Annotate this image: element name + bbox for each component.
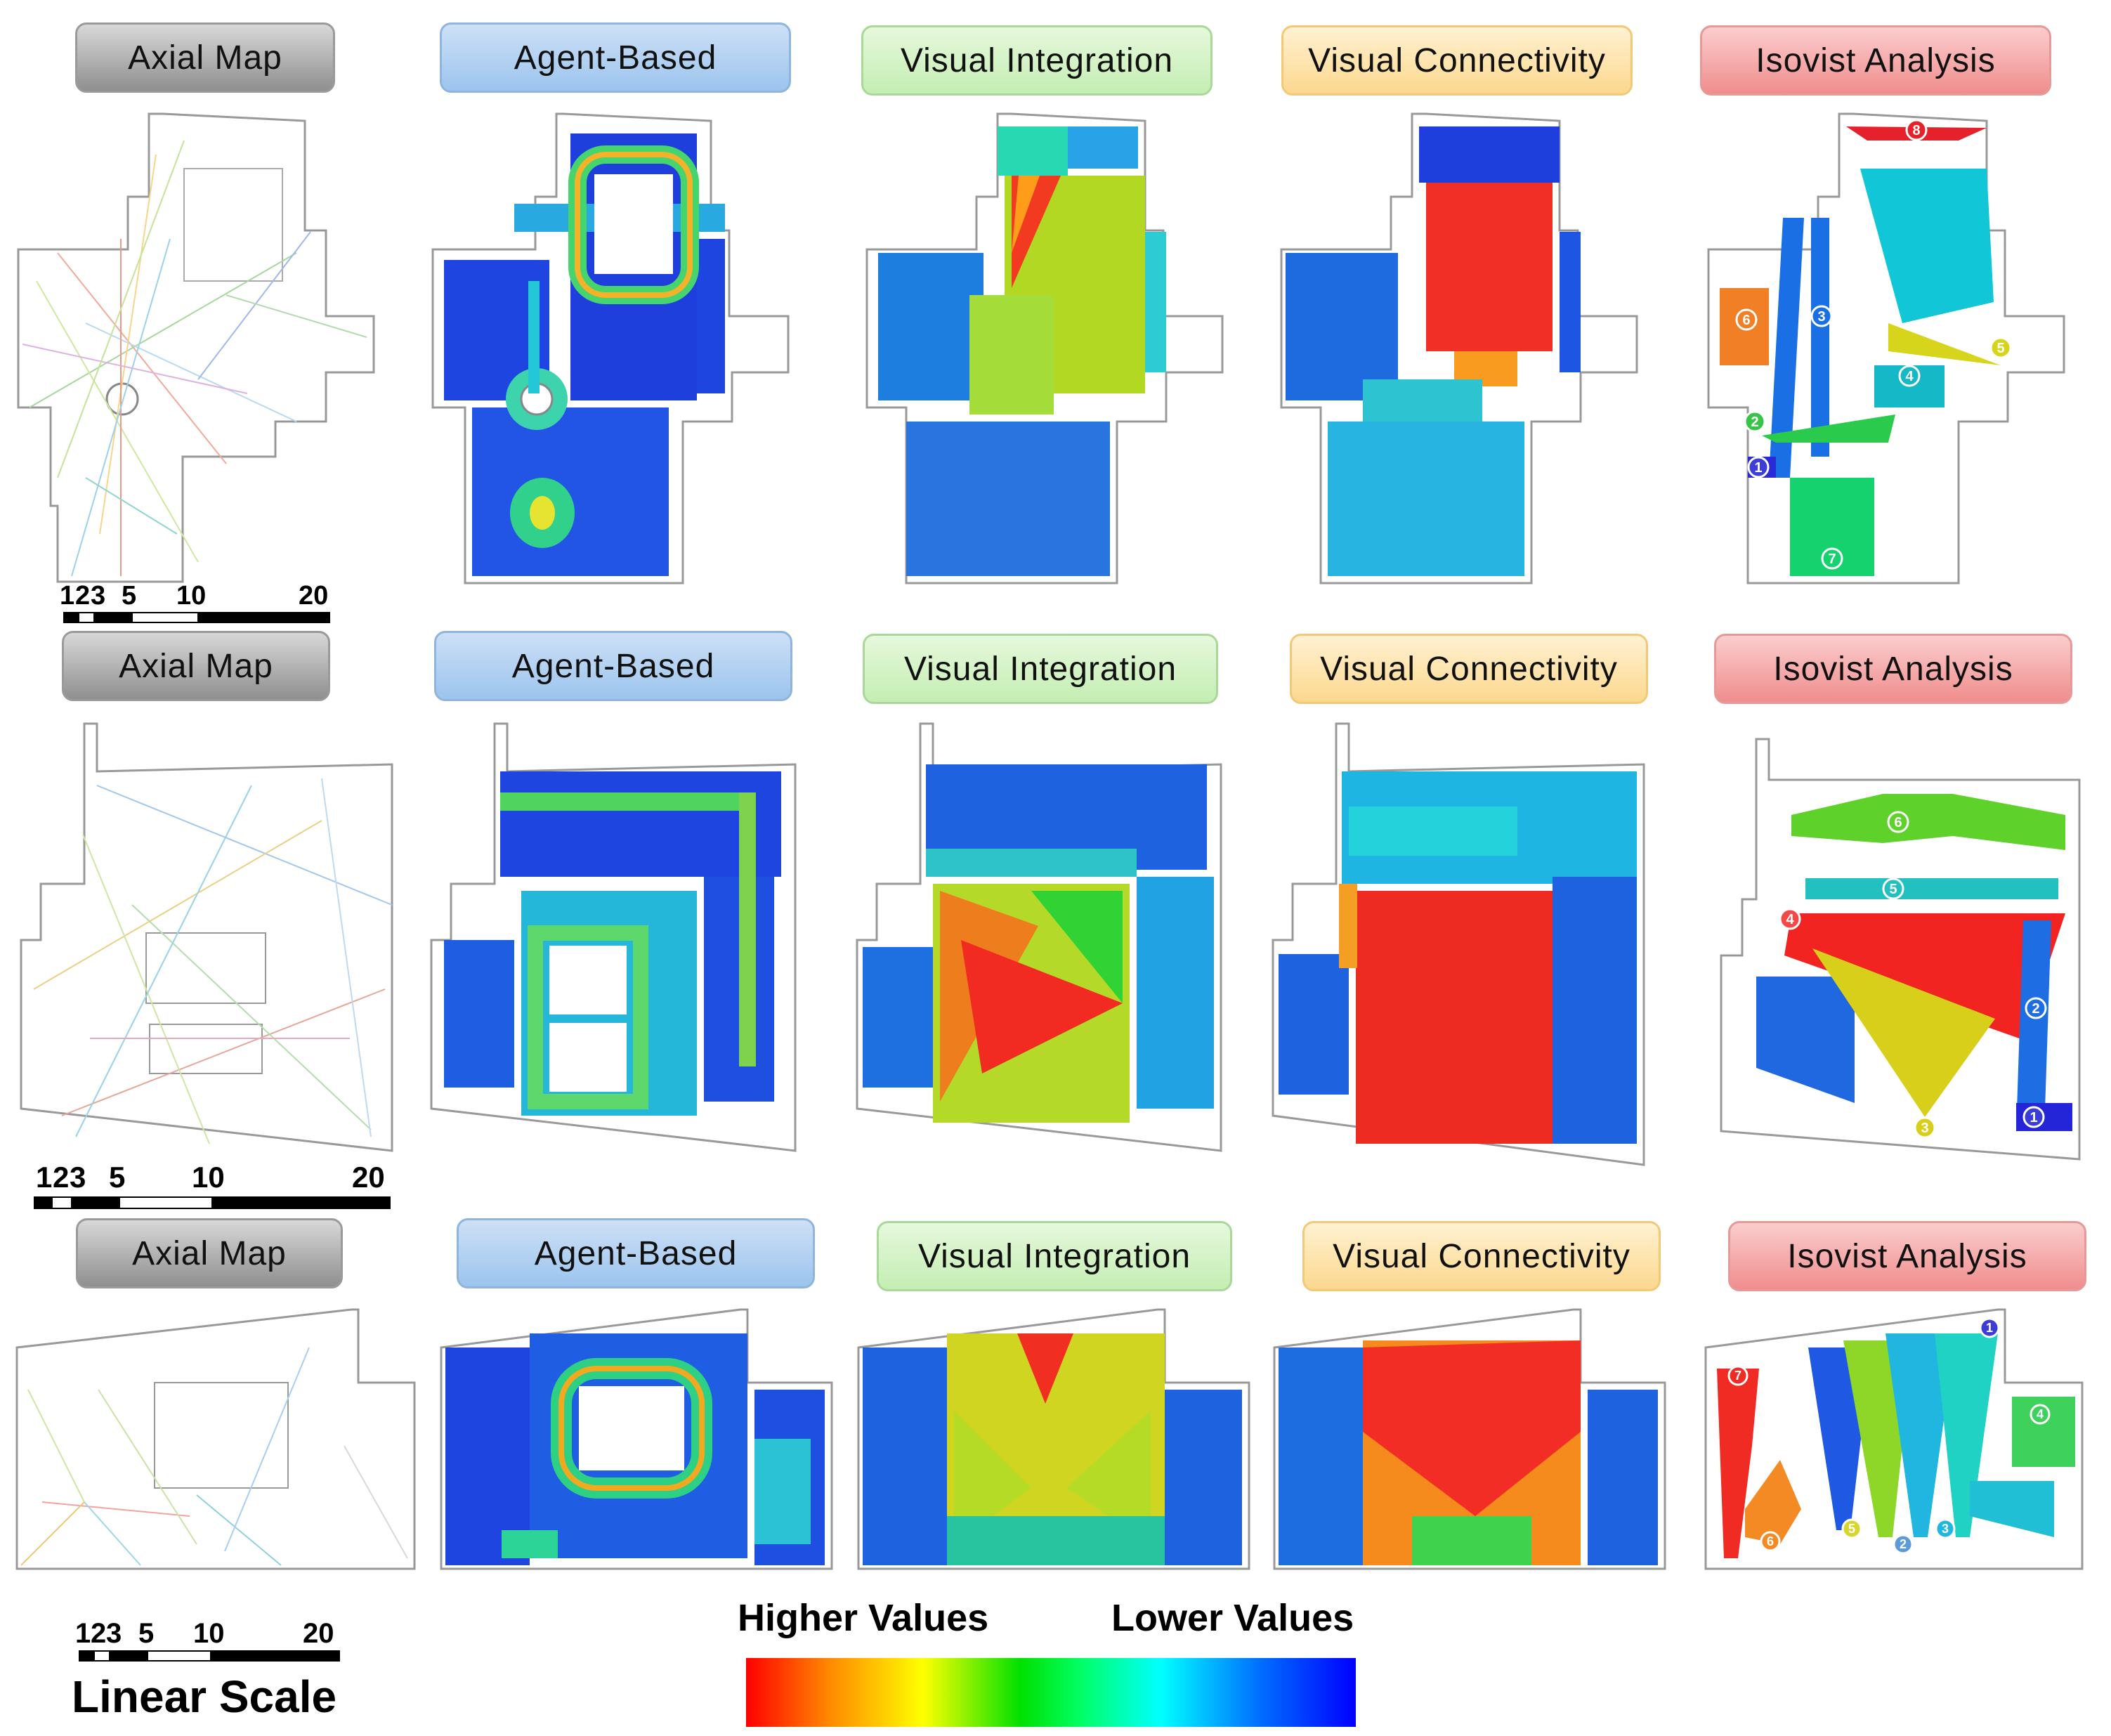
row1-isovist-num-2: 2 bbox=[1751, 415, 1758, 430]
row2-scale-tick-1: 1 bbox=[36, 1161, 52, 1194]
row3-isovist-analysis-label: Isovist Analysis bbox=[1728, 1221, 2086, 1291]
row2-agent-based-label: Agent-Based bbox=[434, 631, 792, 701]
row3-axial-map-plan bbox=[15, 1308, 416, 1570]
row1-visual-integration-plan bbox=[865, 112, 1224, 585]
row1-isovist-num-6: 6 bbox=[1742, 313, 1750, 328]
row1-isovist-num-8: 8 bbox=[1912, 123, 1920, 138]
row2-axial-map-label: Axial Map bbox=[62, 631, 330, 701]
row2-scale-tick-3: 3 bbox=[70, 1161, 86, 1194]
row2-isovist-num-5: 5 bbox=[1889, 882, 1897, 897]
row2-agent-based-plan bbox=[430, 722, 797, 1152]
legend-color-gradient bbox=[746, 1658, 1356, 1727]
row1-isovist-plan: 1 2 3 4 5 6 7 8 bbox=[1707, 112, 2065, 585]
row3-isovist-plan: 1 2 3 4 5 6 7 bbox=[1704, 1308, 2084, 1570]
row1-isovist-analysis-label: Isovist Analysis bbox=[1700, 25, 2051, 96]
row2-isovist-num-2: 2 bbox=[2032, 1001, 2039, 1017]
row1-axial-map-label: Axial Map bbox=[75, 22, 335, 93]
row3-scale-tick-2: 2 bbox=[91, 1618, 106, 1649]
row1-axial-map-plan bbox=[17, 112, 375, 583]
row1-scale-tick-2: 2 bbox=[75, 581, 90, 611]
row2-visual-connectivity-plan bbox=[1272, 722, 1645, 1166]
row2-visual-integration-label: Visual Integration bbox=[863, 634, 1218, 704]
row2-visual-connectivity-label: Visual Connectivity bbox=[1290, 634, 1648, 704]
row3-scale-tick-5: 5 bbox=[138, 1618, 154, 1649]
row2-isovist-num-3: 3 bbox=[1921, 1121, 1928, 1136]
row2-scale-tick-10: 10 bbox=[192, 1161, 225, 1194]
row2-isovist-num-1: 1 bbox=[2030, 1110, 2037, 1125]
row1-visual-integration-label: Visual Integration bbox=[861, 25, 1213, 96]
row1-visual-connectivity-label: Visual Connectivity bbox=[1281, 25, 1633, 96]
row3-scale-tick-1: 1 bbox=[75, 1618, 91, 1649]
row3-isovist-num-2: 2 bbox=[1900, 1537, 1907, 1551]
row3-visual-integration-label: Visual Integration bbox=[877, 1221, 1232, 1291]
row3-agent-based-plan bbox=[440, 1308, 833, 1570]
row2-scale-tick-20: 20 bbox=[352, 1161, 385, 1194]
row1-agent-based-plan bbox=[431, 112, 790, 585]
row3-isovist-num-3: 3 bbox=[1942, 1522, 1949, 1536]
row2-isovist-num-6: 6 bbox=[1894, 815, 1902, 830]
row2-isovist-num-4: 4 bbox=[1786, 912, 1794, 927]
row1-scale-bar: 1 2 3 5 10 20 bbox=[60, 581, 330, 623]
row3-scale-tick-10: 10 bbox=[193, 1618, 225, 1649]
row3-axial-map-label: Axial Map bbox=[76, 1218, 343, 1288]
row1-visual-connectivity-plan bbox=[1280, 112, 1638, 585]
row1-agent-based-label: Agent-Based bbox=[440, 22, 791, 93]
row2-scale-tick-2: 2 bbox=[53, 1161, 69, 1194]
row1-isovist-num-7: 7 bbox=[1828, 552, 1836, 567]
row3-isovist-num-4: 4 bbox=[2037, 1407, 2044, 1421]
row2-axial-map-plan bbox=[20, 722, 393, 1152]
row1-scale-tick-5: 5 bbox=[122, 581, 136, 611]
row1-isovist-num-5: 5 bbox=[1996, 341, 2004, 356]
row1-isovist-num-3: 3 bbox=[1817, 309, 1825, 325]
row3-scale-bar: 1 2 3 5 10 20 bbox=[75, 1618, 340, 1662]
row3-agent-based-label: Agent-Based bbox=[457, 1218, 815, 1288]
legend-lower-values: Lower Values bbox=[1111, 1597, 1354, 1639]
row2-visual-integration-plan bbox=[856, 722, 1222, 1152]
row3-isovist-num-6: 6 bbox=[1767, 1534, 1774, 1548]
row2-scale-tick-5: 5 bbox=[109, 1161, 125, 1194]
row1-scale-tick-20: 20 bbox=[299, 581, 328, 611]
row3-isovist-num-7: 7 bbox=[1734, 1369, 1741, 1383]
row2-scale-bar: 1 2 3 5 10 20 bbox=[34, 1161, 391, 1209]
row3-isovist-num-5: 5 bbox=[1848, 1522, 1855, 1536]
row3-isovist-num-1: 1 bbox=[1986, 1321, 1993, 1335]
row1-isovist-num-4: 4 bbox=[1905, 369, 1914, 384]
row2-isovist-plan: 1 2 3 4 5 6 bbox=[1720, 738, 2081, 1161]
linear-scale-title: Linear Scale bbox=[72, 1671, 337, 1722]
row3-visual-connectivity-label: Visual Connectivity bbox=[1302, 1221, 1661, 1291]
row2-isovist-analysis-label: Isovist Analysis bbox=[1714, 634, 2072, 704]
row3-visual-connectivity-plan bbox=[1273, 1308, 1666, 1570]
row1-isovist-num-1: 1 bbox=[1754, 460, 1762, 476]
row3-scale-tick-20: 20 bbox=[303, 1618, 334, 1649]
row1-scale-tick-1: 1 bbox=[60, 581, 74, 611]
row3-scale-tick-3: 3 bbox=[106, 1618, 122, 1649]
row1-scale-tick-10: 10 bbox=[176, 581, 206, 611]
legend-higher-values: Higher Values bbox=[738, 1597, 989, 1639]
row1-scale-tick-3: 3 bbox=[91, 581, 105, 611]
row3-visual-integration-plan bbox=[857, 1308, 1250, 1570]
